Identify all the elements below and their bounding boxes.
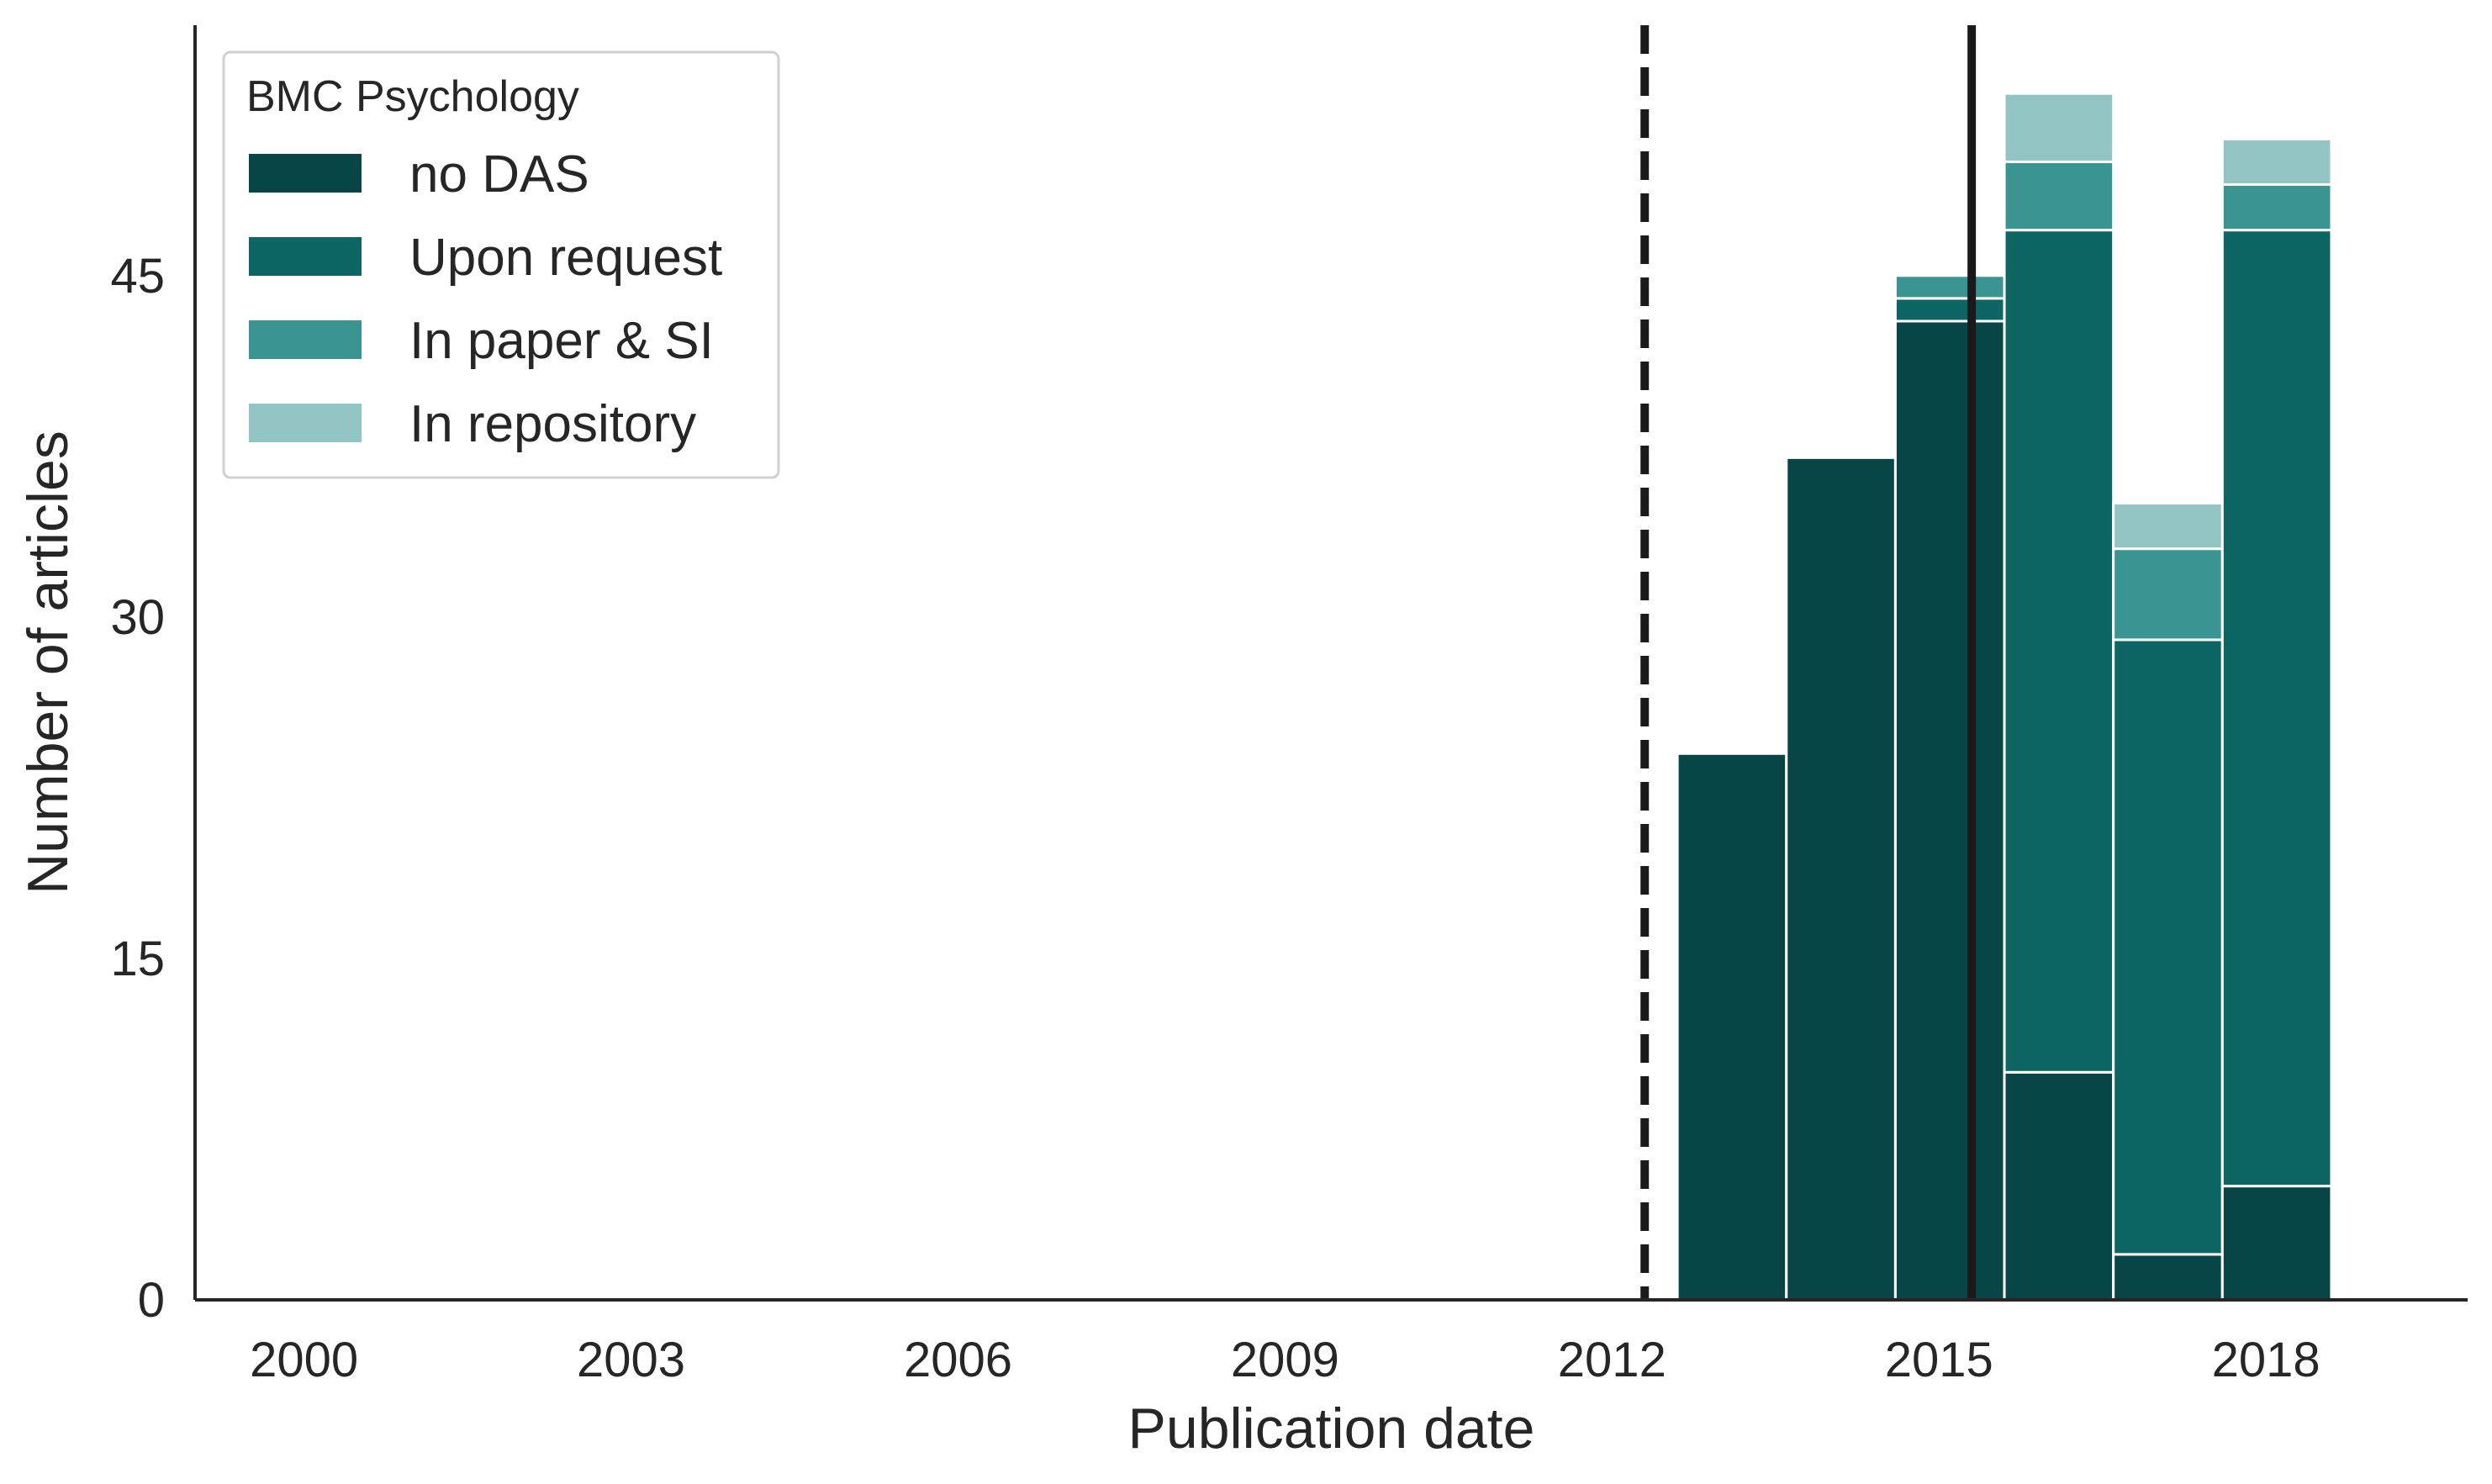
bar-upon-request-bin-6 [2220, 229, 2333, 1188]
bars-layer [1676, 92, 2333, 1302]
y-tick-label-15: 15 [110, 932, 165, 986]
bar-no-das-bin-4 [2003, 1070, 2115, 1302]
y-tick-labels: 0 15 30 45 [110, 249, 165, 1328]
x-tick-labels: 2000 2003 2006 2009 2012 2015 2018 [250, 1333, 2320, 1387]
reference-lines [1640, 25, 1977, 1300]
bar-in-repository-bin-4 [2003, 92, 2115, 163]
bar-upon-request-bin-3 [1893, 297, 2006, 323]
bar-in-repository-bin-5 [2112, 502, 2224, 551]
x-tick-label-2012: 2012 [1558, 1333, 1666, 1387]
y-tick-label-0: 0 [138, 1273, 165, 1328]
legend-items: no DAS Upon request In paper & SI In reposi… [249, 145, 722, 453]
x-tick-label-2006: 2006 [904, 1333, 1012, 1387]
y-tick-label-30: 30 [110, 590, 165, 645]
bar-upon-request-bin-5 [2112, 638, 2224, 1256]
bar-in-repository-bin-6 [2220, 137, 2333, 187]
bar-no-das-bin-5 [2112, 1253, 2224, 1302]
legend-label-in-repository: In repository [409, 395, 696, 453]
x-tick-label-2009: 2009 [1231, 1333, 1339, 1387]
legend-swatch-no-das [249, 154, 362, 193]
y-tick-label-45: 45 [110, 249, 165, 304]
bar-no-das-bin-1 [1676, 752, 1788, 1302]
legend-swatch-in-paper-si [249, 320, 362, 359]
bar-no-das-bin-6 [2220, 1185, 2333, 1302]
x-tick-label-2018: 2018 [2212, 1333, 2320, 1387]
legend-swatch-in-repository [249, 404, 362, 442]
x-axis-label: Publication date [1128, 1397, 1535, 1460]
legend: BMC Psychology no DAS Upon request In pape… [222, 50, 780, 479]
legend-swatch-upon-request [249, 237, 362, 276]
bar-in-paper-si-bin-3 [1893, 274, 2006, 300]
legend-label-in-paper-si: In paper & SI [409, 312, 714, 370]
bar-no-das-bin-3 [1893, 320, 2006, 1302]
legend-label-no-das: no DAS [409, 145, 589, 203]
legend-label-upon-request: Upon request [409, 229, 722, 287]
bar-in-paper-si-bin-6 [2220, 183, 2333, 232]
x-tick-label-2000: 2000 [250, 1333, 358, 1387]
bar-in-paper-si-bin-4 [2003, 160, 2115, 232]
x-tick-label-2003: 2003 [577, 1333, 685, 1387]
bar-in-paper-si-bin-5 [2112, 547, 2224, 642]
bar-upon-request-bin-4 [2003, 229, 2115, 1074]
y-axis-label: Number of articles [16, 430, 80, 895]
x-tick-label-2015: 2015 [1885, 1333, 1993, 1387]
legend-title: BMC Psychology [246, 72, 579, 121]
legend-box [222, 50, 780, 479]
bar-no-das-bin-2 [1785, 456, 1897, 1302]
